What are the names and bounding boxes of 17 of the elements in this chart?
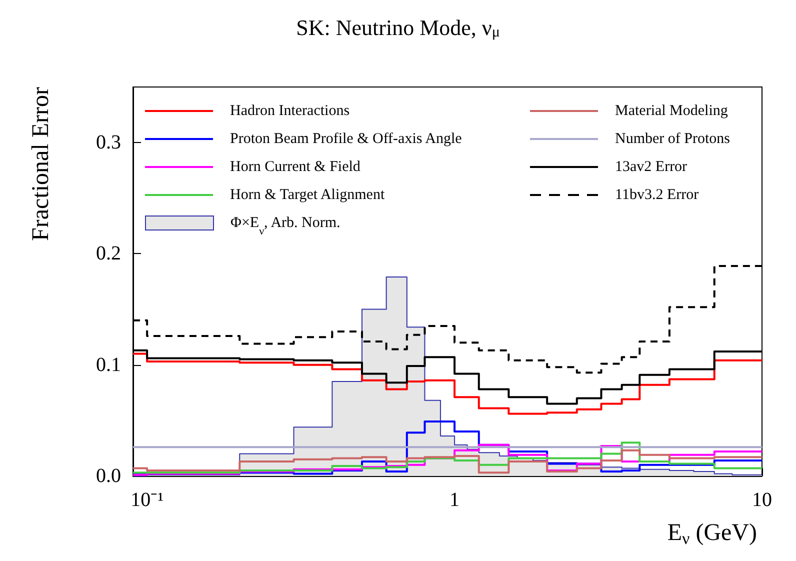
legend-label: 13av2 Error xyxy=(615,159,688,175)
legend-label: Proton Beam Profile & Off-axis Angle xyxy=(230,131,462,147)
legend-label: Hadron Interactions xyxy=(230,103,350,119)
legend-label: Number of Protons xyxy=(615,131,730,147)
x-tick-label: 1 xyxy=(450,489,460,511)
y-tick-label: 0.3 xyxy=(96,132,121,154)
x-tick-label: 10⁻¹ xyxy=(130,489,164,511)
chart-title: SK: Neutrino Mode, νμ xyxy=(296,15,500,40)
legend-label: Horn Current & Field xyxy=(230,159,361,175)
y-tick-label: 0.2 xyxy=(96,242,121,265)
y-tick-label: 0.1 xyxy=(96,354,121,376)
x-tick-label: 10 xyxy=(752,489,772,511)
y-tick-label: 0.0 xyxy=(96,465,121,487)
legend-label: Material Modeling xyxy=(615,103,728,119)
y-axis-title: Fractional Error xyxy=(28,86,54,241)
legend-label: 11bv3.2 Error xyxy=(615,187,699,203)
legend-label: Horn & Target Alignment xyxy=(230,187,386,203)
